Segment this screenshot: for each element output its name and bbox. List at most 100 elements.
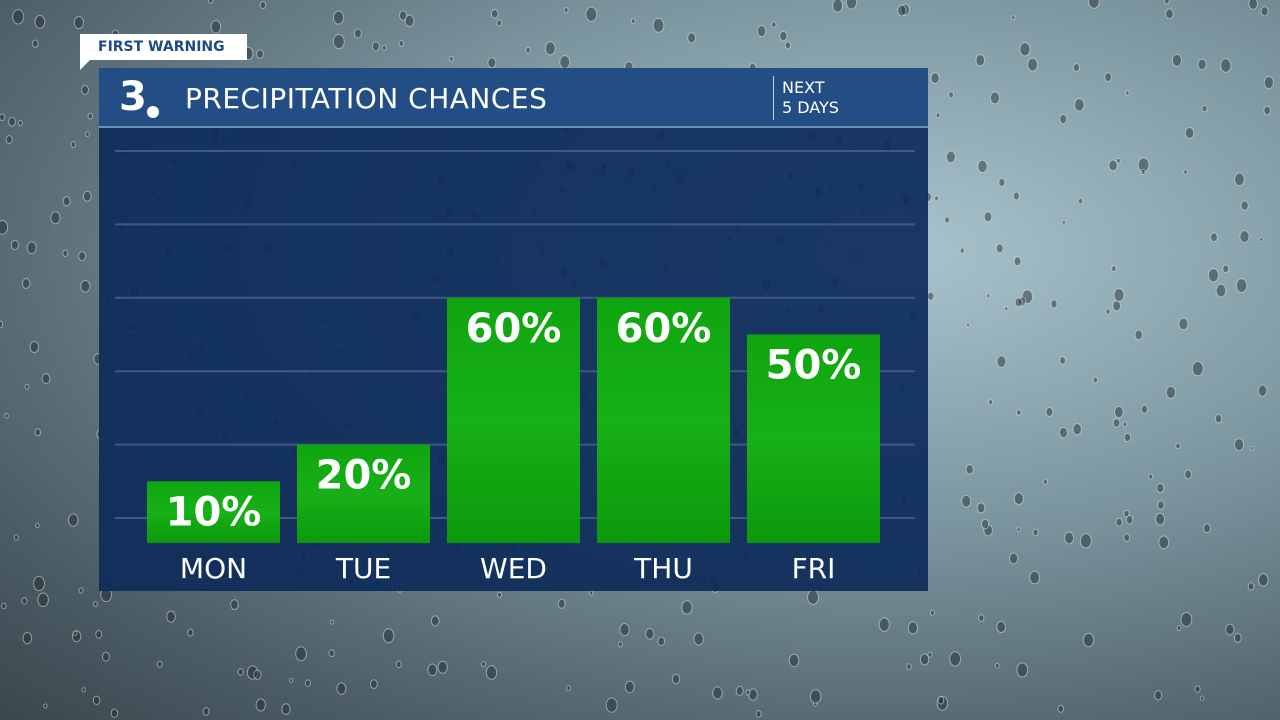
raindrop: [937, 696, 945, 705]
raindrop: [1108, 159, 1118, 172]
raindrop: [1154, 690, 1163, 701]
raindrop: [1148, 473, 1154, 480]
raindrop: [329, 619, 334, 625]
raindrop: [1122, 421, 1128, 428]
raindrop: [832, 0, 844, 13]
raindrop: [395, 660, 402, 668]
subtitle-line2: 5 DAYS: [782, 98, 839, 117]
raindrop: [1234, 172, 1245, 187]
raindrop: [246, 665, 259, 680]
raindrop: [1016, 662, 1029, 678]
raindrop: [945, 150, 956, 164]
raindrop: [1207, 268, 1219, 283]
raindrop: [927, 291, 935, 301]
raindrop: [1171, 53, 1183, 67]
category-label: TUE: [335, 552, 391, 585]
raindrop: [977, 159, 988, 174]
raindrop: [437, 660, 448, 674]
logo-text: 3: [119, 74, 147, 120]
raindrop: [779, 30, 788, 42]
raindrop: [1057, 704, 1064, 713]
raindrop: [1263, 75, 1274, 90]
raindrop: [756, 25, 767, 38]
data-label: 50%: [766, 343, 862, 389]
raindrop: [10, 239, 19, 251]
raindrop: [1183, 168, 1188, 175]
raindrop: [427, 663, 438, 677]
category-label: WED: [480, 552, 547, 585]
raindrop: [1042, 478, 1048, 485]
raindrop: [1184, 126, 1195, 139]
chart-subtitle: NEXT 5 DAYS: [782, 78, 839, 118]
raindrop: [1263, 105, 1271, 116]
raindrop: [1175, 442, 1181, 450]
raindrop: [1112, 300, 1122, 312]
raindrop: [1092, 376, 1099, 384]
raindrop: [1114, 405, 1124, 419]
raindrop: [961, 494, 972, 508]
raindrop: [29, 340, 40, 354]
raindrop: [1214, 414, 1223, 424]
raindrop: [981, 518, 990, 530]
data-label: 10%: [166, 489, 262, 535]
raindrop: [1250, 445, 1255, 451]
raindrop: [1258, 573, 1269, 587]
raindrop: [845, 0, 858, 10]
raindrop: [1180, 611, 1193, 627]
raindrop: [8, 116, 16, 127]
raindrop: [976, 502, 986, 514]
raindrop: [1215, 283, 1227, 298]
raindrop: [788, 653, 800, 668]
raindrop: [1105, 308, 1111, 315]
raindrop: [1059, 356, 1067, 365]
raindrop: [21, 597, 28, 605]
raindrop: [68, 513, 79, 527]
raindrop: [4, 412, 9, 419]
raindrop: [986, 293, 991, 299]
raindrop: [755, 710, 762, 718]
raindrop: [687, 32, 697, 44]
raindrop: [95, 630, 103, 639]
raindrop: [996, 620, 1006, 634]
raindrop: [1079, 533, 1092, 549]
raindrop: [807, 589, 819, 605]
raindrop: [353, 28, 362, 39]
raindrop: [996, 355, 1007, 368]
raindrop: [944, 216, 951, 224]
raindrop: [1194, 685, 1201, 693]
raindrop: [1178, 317, 1189, 331]
raindrop: [82, 190, 92, 202]
raindrop: [1045, 406, 1054, 417]
raindrop: [1074, 98, 1085, 112]
raindrop: [1125, 90, 1130, 96]
raindrop: [1157, 500, 1165, 510]
raindrop: [617, 641, 623, 648]
raindrop: [237, 668, 244, 676]
raindrop: [1104, 72, 1112, 82]
raindrop: [784, 41, 792, 50]
raindrop: [1123, 533, 1131, 542]
raindrop: [21, 278, 31, 289]
raindrop: [35, 522, 40, 529]
category-label: MON: [180, 552, 247, 585]
raindrop: [1203, 523, 1211, 534]
raindrop: [81, 85, 89, 95]
raindrop: [735, 685, 744, 697]
raindrop: [994, 662, 1000, 669]
raindrop: [0, 320, 4, 329]
raindrop: [1061, 219, 1067, 225]
raindrop: [1125, 514, 1134, 525]
raindrop: [544, 41, 556, 56]
raindrop: [948, 91, 955, 99]
raindrop: [295, 646, 307, 662]
raindrop: [371, 41, 380, 52]
raindrop: [0, 219, 9, 235]
raindrop: [480, 660, 487, 668]
raindrop: [34, 14, 46, 29]
raindrop: [1137, 157, 1150, 173]
raindrop: [62, 249, 69, 258]
raindrop: [1115, 517, 1123, 527]
raindrop: [1032, 528, 1039, 537]
raindrop: [37, 592, 49, 608]
bar-wed: [447, 297, 580, 543]
